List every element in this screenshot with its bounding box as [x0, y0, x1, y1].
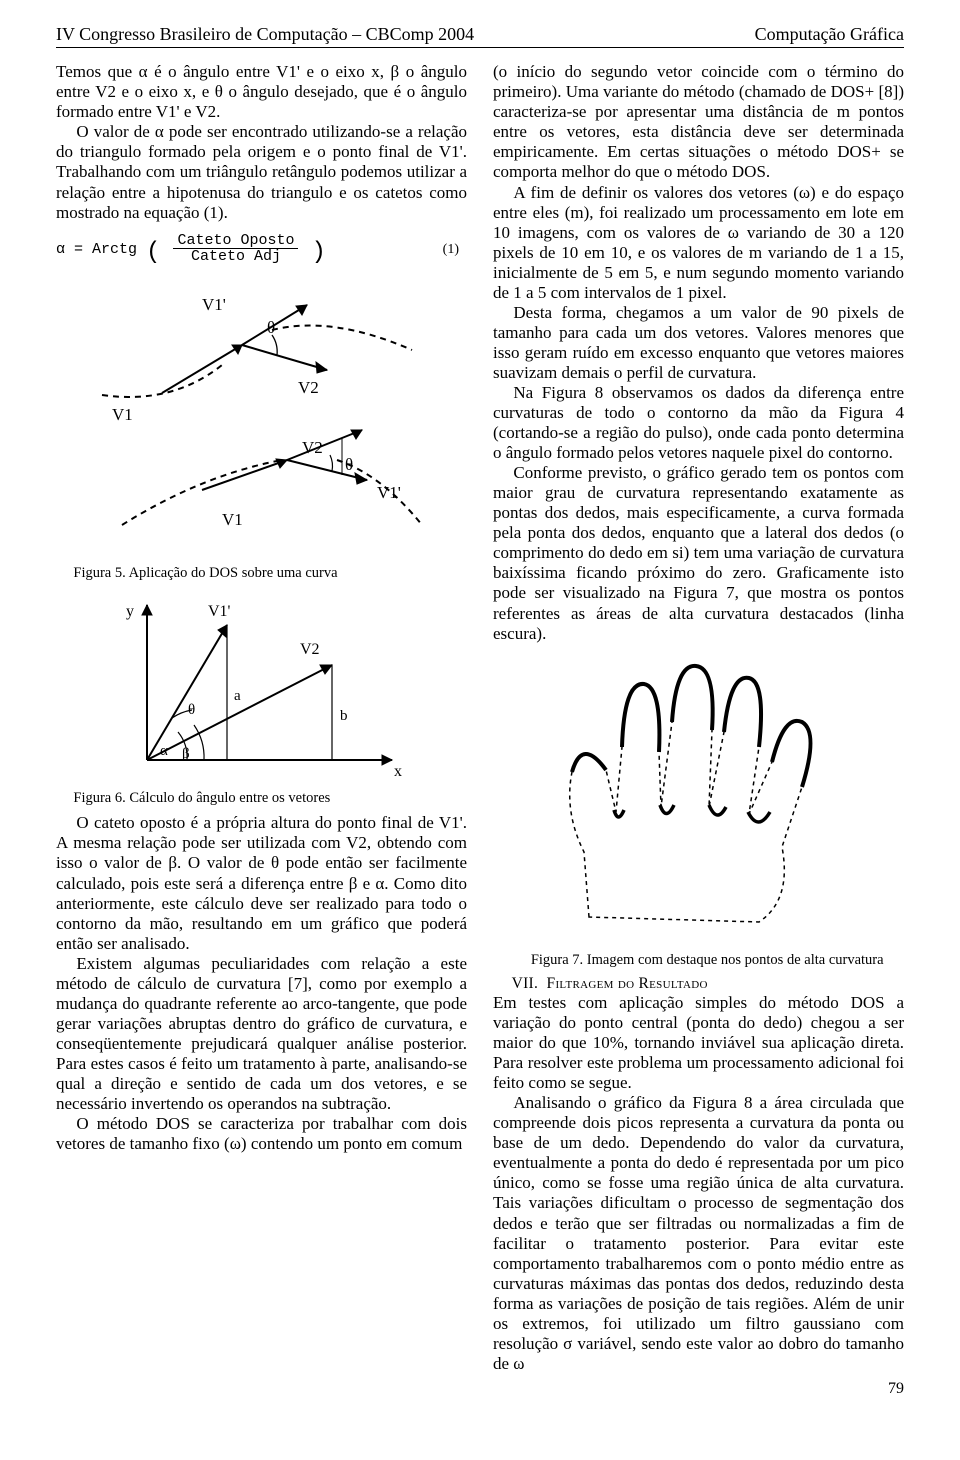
- left-p5: O método DOS se caracteriza por trabalha…: [56, 1114, 467, 1154]
- svg-text:V1: V1: [112, 405, 133, 424]
- figure-7: Figura 7. Imagem com destaque nos pontos…: [493, 652, 904, 969]
- figure-5: V1' θ V2 V1 V1 V2: [56, 275, 467, 582]
- figure-6: y x V1' V2 a b θ α β Figura 6. Cálculo d…: [56, 590, 467, 807]
- right-p2: A fim de definir os valores dos vetores …: [493, 183, 904, 303]
- figure-7-caption: Figura 7. Imagem com destaque nos pontos…: [493, 952, 904, 969]
- svg-text:y: y: [126, 603, 134, 620]
- eq-number: (1): [443, 242, 467, 259]
- svg-text:V1: V1: [222, 510, 243, 529]
- right-p7: Analisando o gráfico da Figura 8 a área …: [493, 1093, 904, 1374]
- svg-text:V2: V2: [302, 438, 323, 457]
- section-7-title: VII. Filtragem do Resultado: [493, 975, 904, 993]
- page-header: IV Congresso Brasileiro de Computação – …: [56, 24, 904, 48]
- svg-text:θ: θ: [345, 455, 353, 474]
- svg-text:θ: θ: [267, 318, 275, 337]
- figure-6-caption: Figura 6. Cálculo do ângulo entre os vet…: [56, 790, 467, 807]
- left-p1: Temos que α é o ângulo entre V1' e o eix…: [56, 62, 467, 122]
- svg-text:V2: V2: [300, 641, 320, 658]
- left-p4: Existem algumas peculiaridades com relaç…: [56, 954, 467, 1114]
- left-p3: O cateto oposto é a própria altura do po…: [56, 813, 467, 953]
- right-p6: Em testes com aplicação simples do métod…: [493, 993, 904, 1093]
- eq-prefix: α = Arctg: [56, 241, 137, 258]
- section-7-text: Filtragem do Resultado: [547, 975, 708, 992]
- svg-text:V1': V1': [377, 483, 401, 502]
- svg-text:V1': V1': [202, 295, 226, 314]
- figure-5-caption: Figura 5. Aplicação do DOS sobre uma cur…: [56, 565, 467, 582]
- eq-numerator: Cateto Oposto: [173, 233, 298, 250]
- equation-1: α = Arctg ( Cateto Oposto Cateto Adj ) (…: [56, 233, 467, 268]
- right-p4: Na Figura 8 observamos os dados da difer…: [493, 383, 904, 463]
- svg-text:x: x: [394, 763, 402, 780]
- right-p5: Conforme previsto, o gráfico gerado tem …: [493, 463, 904, 643]
- eq-denominator: Cateto Adj: [173, 249, 298, 265]
- svg-text:θ: θ: [188, 702, 195, 718]
- header-left: IV Congresso Brasileiro de Computação – …: [56, 24, 474, 45]
- left-p2: O valor de α pode ser encontrado utiliza…: [56, 122, 467, 222]
- svg-text:V1': V1': [208, 603, 231, 620]
- svg-text:V2: V2: [298, 378, 319, 397]
- svg-text:b: b: [340, 708, 348, 724]
- right-p3: Desta forma, chegamos a um valor de 90 p…: [493, 303, 904, 383]
- header-right: Computação Gráfica: [755, 24, 904, 45]
- section-7-roman: VII.: [512, 975, 539, 992]
- page-number: 79: [56, 1380, 904, 1399]
- svg-text:a: a: [234, 688, 241, 704]
- svg-text:α: α: [160, 743, 168, 759]
- right-p1: (o início do segundo vetor coincide com …: [493, 62, 904, 182]
- svg-text:β: β: [182, 746, 190, 762]
